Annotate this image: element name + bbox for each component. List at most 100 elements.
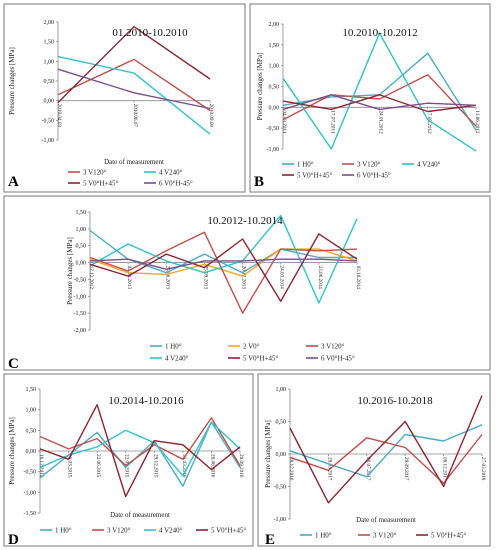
panel-border	[3, 195, 491, 371]
legend-label: 5 V0°H+45°	[211, 527, 246, 535]
y-tick-label: 0,00	[26, 449, 37, 455]
x-tick-label: 29.09.2017	[403, 457, 409, 481]
x-tick-label: 27.03.2018	[480, 457, 486, 481]
y-tick-label: -1,00	[24, 490, 37, 496]
legend-label: 3 V120°	[83, 169, 107, 177]
x-tick-label: 30.03.2016	[181, 454, 187, 478]
x-tick-label: 22.06.2015	[95, 454, 101, 478]
series-line-4	[57, 68, 211, 110]
series-line-1	[289, 424, 483, 478]
x-tick-label: 17.05.2012	[426, 110, 432, 134]
y-tick-label: 0,50	[76, 244, 87, 250]
y-tick-label: -1,00	[42, 138, 55, 144]
y-axis-label: Pressure changes [MPa]	[8, 47, 16, 115]
legend-label: 3 V120°	[373, 532, 397, 540]
chart-title: 01.2010-10.2010	[112, 27, 188, 39]
x-tick-label: 04.03.2011	[281, 110, 287, 134]
legend-label: 6 V0°H-45°	[357, 172, 391, 180]
legend-label: 4 V240°	[159, 169, 183, 177]
series-line-4	[39, 404, 241, 498]
legend-label: 5 V0°H+45°	[431, 532, 466, 540]
y-tick-label: 1,00	[269, 64, 280, 70]
chart-title: 10.2016-10.2018	[357, 395, 433, 407]
y-tick-label: 0,50	[44, 79, 55, 85]
x-axis-label: Date of measurement	[104, 158, 164, 166]
y-tick-label: -1,00	[274, 517, 287, 523]
y-tick-label: 0,00	[44, 99, 55, 105]
y-tick-label: -0,50	[24, 470, 37, 476]
series-line-1	[57, 58, 211, 112]
y-tick-label: -0,50	[74, 277, 87, 283]
legend-label: 3 V120°	[321, 343, 345, 351]
x-tick-label: 24.03.2014	[279, 266, 285, 290]
series-line-4	[89, 214, 358, 304]
series-line-4	[282, 94, 477, 113]
y-tick-label: -0,50	[42, 118, 55, 124]
legend-label: 2 V0°	[243, 343, 260, 351]
panel-letter: C	[8, 356, 19, 372]
x-tick-label: 23.06.2014	[317, 266, 323, 290]
chart-panel-c: 1,50 1,00 0,50 0,00 -0,50 -1,00 -1,50 -2,00 12.1…	[3, 195, 491, 372]
legend-label: 6 V0°H-45°	[321, 355, 355, 363]
series-line-3	[89, 231, 358, 314]
x-tick-label: 2010.06.07	[132, 104, 138, 128]
y-tick-label: 1,50	[269, 43, 280, 49]
series-line-6	[89, 258, 358, 270]
chart-panel-b: 2,00 1,50 1,00 0,50 0,00 -0,50 -1,00 04.03.2011…	[249, 3, 491, 193]
legend-label: 4 V240°	[417, 161, 441, 169]
y-axis-label: Pressure changes [MPa]	[256, 53, 264, 121]
y-tick-label: -1,50	[24, 511, 37, 517]
y-tick-label: 0,00	[276, 452, 287, 458]
chart-title: 10.2012-10.2014	[207, 215, 283, 227]
legend-label: 1 H0°	[297, 161, 314, 169]
series-line-5	[282, 94, 477, 111]
x-tick-label: 25.09.2013	[202, 266, 208, 290]
chart-panel-a: 2,00 1,50 1,00 0,50 0,00 -0,50 -1,00 2010.04.03…	[3, 3, 246, 193]
legend-label: 5 V0°H+45°	[243, 355, 278, 363]
y-tick-label: -0,50	[267, 126, 280, 132]
legend-label: 3 V120°	[107, 527, 131, 535]
y-tick-label: 0,00	[76, 261, 87, 267]
x-axis-label: Date of measurement	[356, 516, 416, 524]
y-axis-label: Pressure changes [MPa]	[264, 420, 272, 488]
chart-title: 10.2014-10.2016	[108, 395, 184, 407]
y-tick-label: 1,50	[26, 387, 37, 393]
y-tick-label: -2,00	[74, 328, 87, 334]
x-tick-label: 04.04.2013	[126, 266, 132, 290]
series-line-2	[57, 55, 211, 135]
panel-letter: E	[265, 532, 275, 548]
y-axis-label: Pressure changes [MPa]	[66, 237, 74, 305]
legend-label: 4 V240°	[165, 355, 189, 363]
series-line-2	[289, 434, 483, 484]
x-tick-label: 2010.09.08	[208, 104, 214, 128]
x-tick-label: 11.06.2012	[474, 110, 480, 134]
y-axis-label: Pressure changes [MPa]	[8, 417, 16, 485]
x-tick-label: 25.06.2013	[164, 266, 170, 290]
panel-letter: B	[254, 174, 264, 190]
y-tick-label: -1,00	[74, 294, 87, 300]
legend-label: 5 V0°H+45°	[297, 172, 332, 180]
x-tick-label: 29.12.2015	[152, 454, 158, 478]
y-tick-label: 0,50	[276, 420, 287, 426]
y-tick-label: 0,00	[269, 105, 280, 111]
y-tick-label: -1,00	[267, 147, 280, 153]
y-tick-label: 1,00	[276, 387, 287, 393]
y-tick-label: 1,50	[76, 210, 87, 216]
y-tick-label: 0,50	[26, 428, 37, 434]
legend-label: 4 V240°	[159, 527, 183, 535]
x-tick-label: 24.01.2012	[378, 110, 384, 134]
chart-title: 10.2010-10.2012	[342, 27, 417, 39]
x-tick-label: 16.12.2014	[38, 454, 44, 478]
y-tick-label: 1,00	[76, 227, 87, 233]
legend-label: 6 V0°H-45°	[159, 180, 193, 188]
legend-label: 1 H0°	[55, 527, 72, 535]
x-tick-label: 28.12.2016	[288, 457, 294, 481]
x-tick-label: 28.06.2016	[209, 454, 215, 478]
series-line-5	[89, 233, 358, 302]
y-tick-label: 0,50	[269, 85, 280, 91]
series-line-3	[39, 421, 241, 477]
series-line-3	[289, 395, 483, 504]
x-tick-label: 03.10.2014	[355, 266, 361, 290]
panel-letter: A	[8, 174, 19, 190]
